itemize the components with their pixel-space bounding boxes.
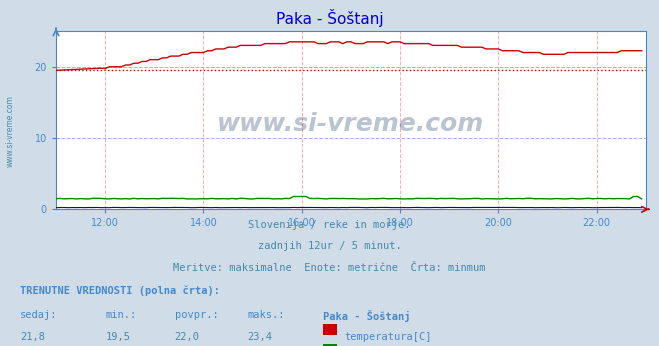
Text: 21,8: 21,8: [20, 332, 45, 342]
Text: TRENUTNE VREDNOSTI (polna črta):: TRENUTNE VREDNOSTI (polna črta):: [20, 285, 219, 296]
Text: 19,5: 19,5: [105, 332, 130, 342]
Text: min.:: min.:: [105, 310, 136, 320]
Text: povpr.:: povpr.:: [175, 310, 218, 320]
Text: temperatura[C]: temperatura[C]: [344, 332, 432, 342]
Text: 23,4: 23,4: [247, 332, 272, 342]
Text: zadnjih 12ur / 5 minut.: zadnjih 12ur / 5 minut.: [258, 241, 401, 251]
Text: sedaj:: sedaj:: [20, 310, 57, 320]
Text: 22,0: 22,0: [175, 332, 200, 342]
Text: www.si-vreme.com: www.si-vreme.com: [217, 112, 484, 136]
Text: Meritve: maksimalne  Enote: metrične  Črta: minmum: Meritve: maksimalne Enote: metrične Črta…: [173, 263, 486, 273]
Text: Paka - Šoštanj: Paka - Šoštanj: [323, 310, 411, 322]
Text: www.si-vreme.com: www.si-vreme.com: [5, 95, 14, 167]
Text: Slovenija / reke in morje.: Slovenija / reke in morje.: [248, 220, 411, 230]
Text: maks.:: maks.:: [247, 310, 285, 320]
Text: Paka - Šoštanj: Paka - Šoštanj: [275, 9, 384, 27]
